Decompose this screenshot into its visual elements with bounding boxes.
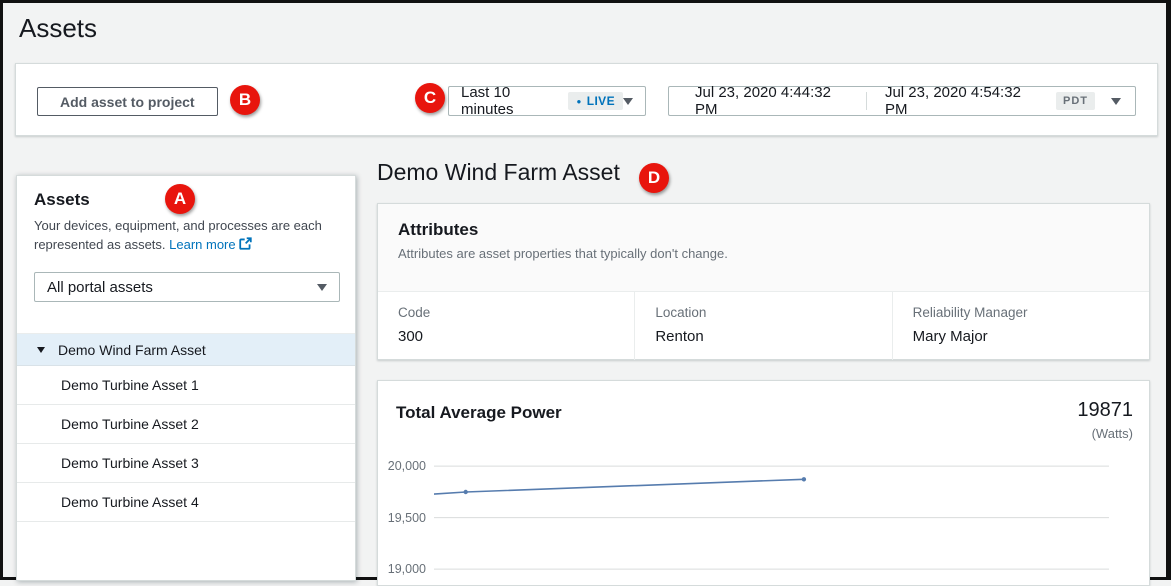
latest-value-block: 19871 (Watts) <box>1077 399 1133 441</box>
assets-panel: Assets Your devices, equipment, and proc… <box>16 175 356 581</box>
attributes-panel: Attributes Attributes are asset properti… <box>377 203 1150 360</box>
time-range-label: Last 10 minutes <box>461 84 514 118</box>
attributes-panel-title: Attributes <box>398 220 479 239</box>
y-axis-tick-label: 19,000 <box>387 562 426 577</box>
attribute-value: 300 <box>398 328 424 345</box>
data-point-marker <box>463 489 468 495</box>
power-chart-ticks: 20,000 19,500 19,000 <box>378 454 426 584</box>
external-link-icon <box>238 237 252 250</box>
caret-down-icon <box>317 283 327 291</box>
tree-item-label: Demo Turbine Asset 1 <box>61 377 199 393</box>
portal-assets-filter[interactable]: All portal assets <box>34 272 340 302</box>
tree-item[interactable]: Demo Wind Farm Asset <box>17 334 355 366</box>
callout-a: A <box>165 184 195 214</box>
assets-description-text: Your devices, equipment, and processes a… <box>34 218 322 252</box>
power-chart-panel: Total Average Power 19871 (Watts) 20,000… <box>377 380 1150 586</box>
caret-down-icon <box>623 97 633 105</box>
timezone-badge: PDT <box>1056 92 1095 110</box>
tree-item-label: Demo Wind Farm Asset <box>58 341 206 358</box>
tree-item[interactable]: Demo Turbine Asset 3 <box>17 444 355 483</box>
power-chart-plot <box>434 465 1109 570</box>
assets-panel-description: Your devices, equipment, and processes a… <box>34 216 338 254</box>
data-point-marker <box>801 477 807 482</box>
learn-more-link[interactable]: Learn more <box>169 237 236 252</box>
page-title: Assets <box>19 13 98 43</box>
caret-down-icon <box>1111 97 1121 105</box>
tree-expand-caret-icon[interactable] <box>37 346 45 353</box>
portal-assets-filter-value: All portal assets <box>47 278 153 296</box>
attribute-value: Mary Major <box>912 328 988 345</box>
attribute-item: Reliability Manager Mary Major <box>891 292 1149 360</box>
date-range-picker[interactable]: Jul 23, 2020 4:44:32 PM Jul 23, 2020 4:5… <box>668 84 1136 118</box>
attribute-item: Code 300 <box>378 292 634 360</box>
live-badge-label: LIVE <box>586 94 615 108</box>
attribute-value: Renton <box>655 328 704 345</box>
asset-tree: Demo Wind Farm Asset Demo Turbine Asset 1… <box>17 333 355 522</box>
live-dot-icon: ● <box>576 96 582 106</box>
attribute-label: Code <box>398 305 431 320</box>
date-range-separator <box>866 92 867 110</box>
tree-item-label: Demo Turbine Asset 2 <box>61 416 199 432</box>
live-badge: ● LIVE <box>568 92 623 110</box>
latest-value-unit: (Watts) <box>1091 426 1133 441</box>
tree-item[interactable]: Demo Turbine Asset 4 <box>17 483 355 522</box>
time-range-select[interactable]: Last 10 minutes ● LIVE <box>448 84 646 118</box>
y-axis-tick-label: 19,500 <box>387 510 426 525</box>
callout-c: C <box>415 83 445 113</box>
power-series-line <box>434 478 804 495</box>
attribute-item: Location Renton <box>634 292 891 360</box>
power-chart-title: Total Average Power <box>396 403 562 422</box>
assets-panel-title: Assets <box>34 190 90 209</box>
tree-item[interactable]: Demo Turbine Asset 2 <box>17 405 355 444</box>
add-asset-to-project-button[interactable]: Add asset to project <box>37 87 218 116</box>
tree-item[interactable]: Demo Turbine Asset 1 <box>17 366 355 405</box>
attribute-label: Reliability Manager <box>912 305 1028 320</box>
attributes-panel-description: Attributes are asset properties that typ… <box>398 246 728 261</box>
latest-value: 19871 <box>1077 399 1133 421</box>
asset-title: Demo Wind Farm Asset <box>377 159 620 185</box>
attribute-label: Location <box>655 305 707 320</box>
attributes-row: Code 300 Location Renton Reliability Manager… <box>378 292 1149 360</box>
date-range-end: Jul 23, 2020 4:54:32 PM <box>884 84 1021 118</box>
callout-d: D <box>639 163 669 193</box>
callout-b: B <box>230 85 260 115</box>
attributes-panel-header: Attributes Attributes are asset properti… <box>378 204 1149 292</box>
date-range-start: Jul 23, 2020 4:44:32 PM <box>695 84 831 118</box>
tree-item-label: Demo Turbine Asset 4 <box>61 494 199 510</box>
tree-item-label: Demo Turbine Asset 3 <box>61 455 199 471</box>
y-axis-tick-label: 20,000 <box>387 459 426 474</box>
